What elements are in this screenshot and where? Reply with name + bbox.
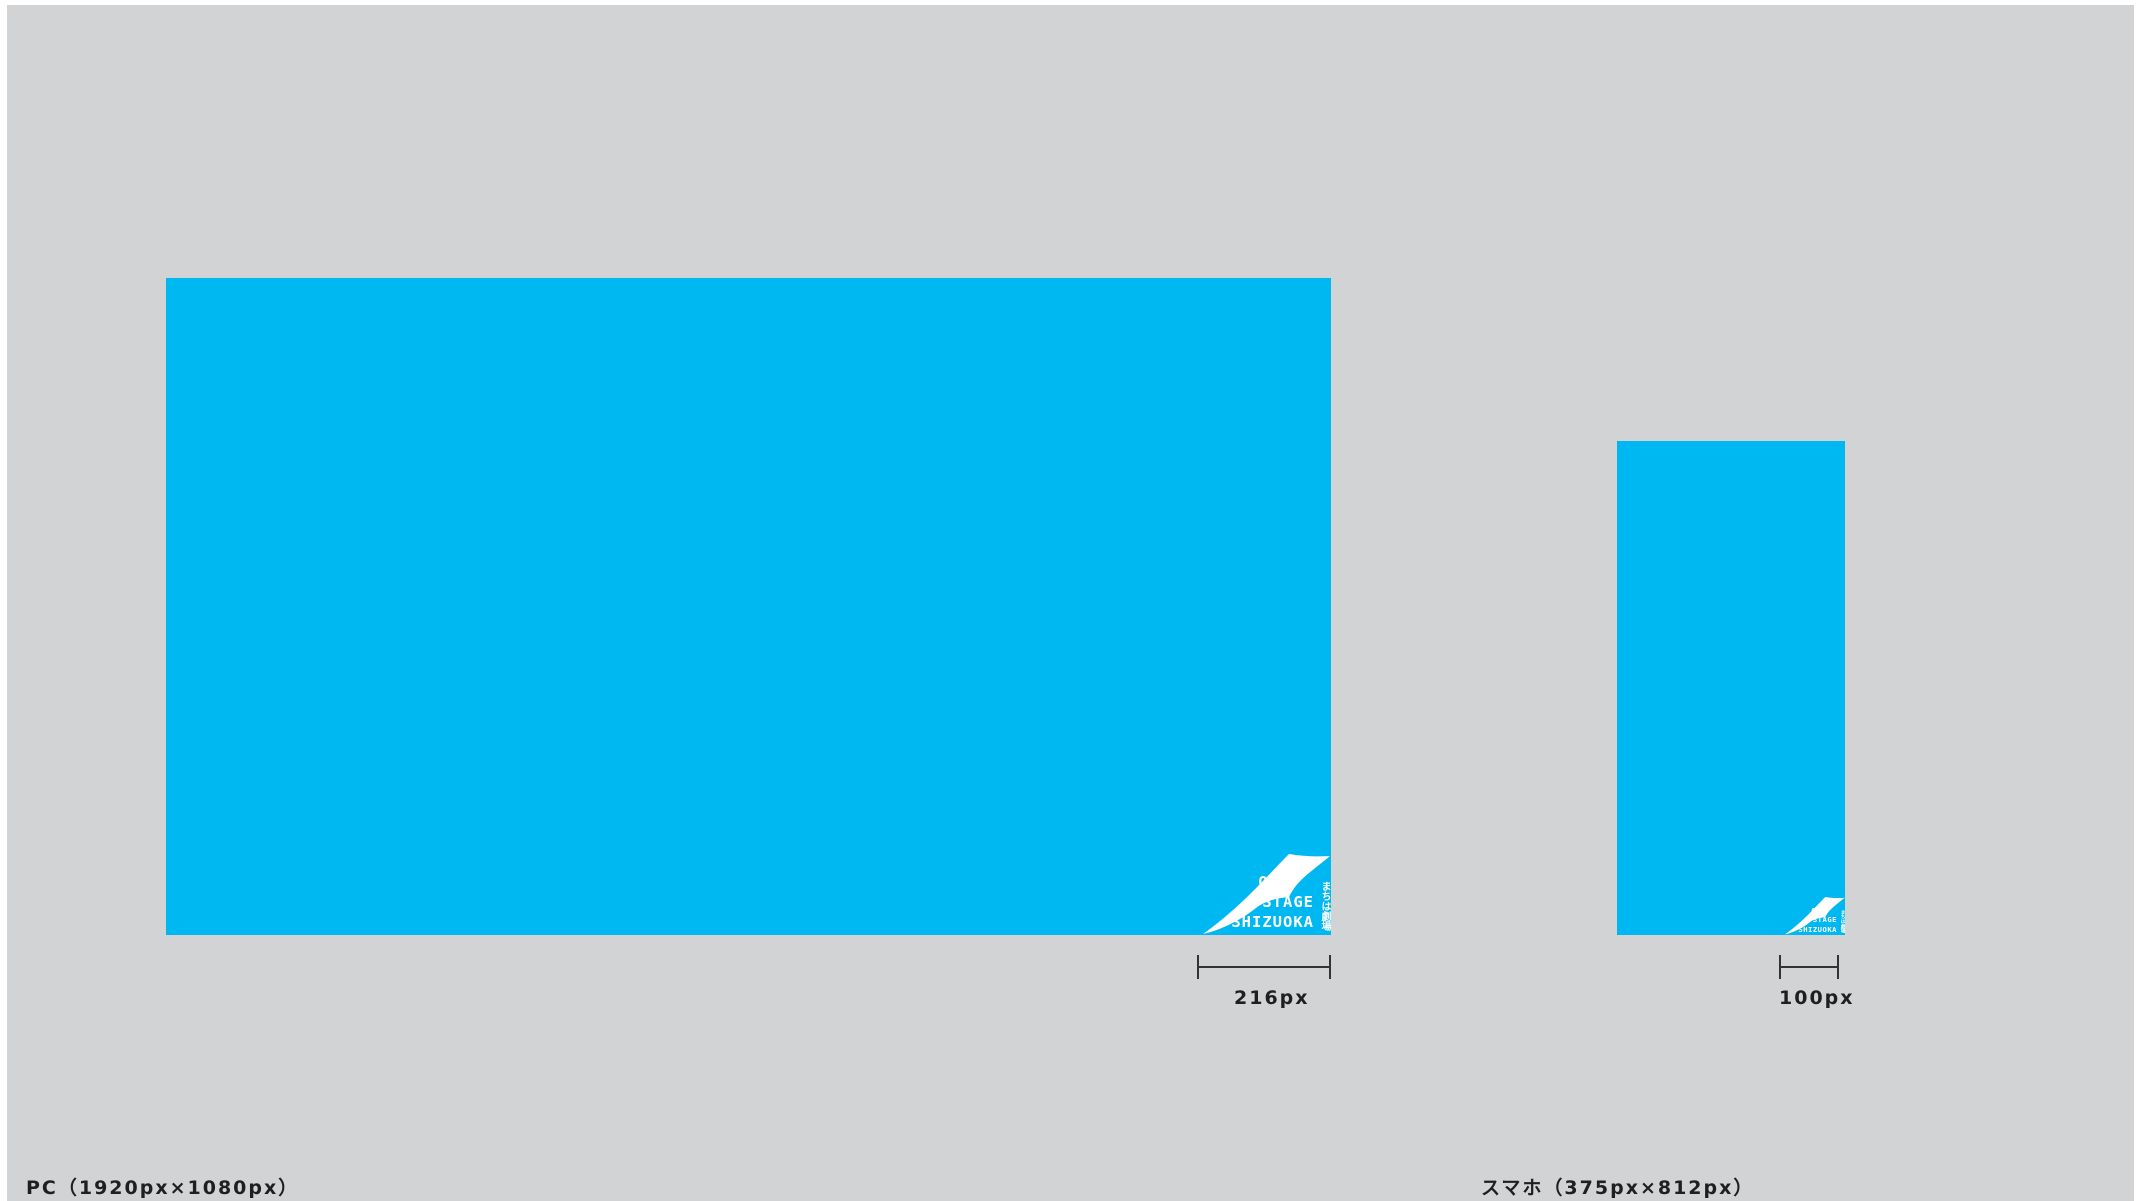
pc-screen-preview: ON STAGE SHIZUOKA まちは劇場 [166, 278, 1331, 935]
page-curl-icon [1203, 854, 1330, 934]
logo-tagline: まちは劇場 [1319, 881, 1330, 931]
layout-canvas: ON STAGE SHIZUOKA まちは劇場 ON STAGE SHIZUOK… [7, 5, 2134, 1201]
dimension-line [1779, 966, 1839, 968]
smartphone-caption: スマホ（375px×812px） [1481, 1177, 1755, 1199]
smartphone-logo-width-dimension [1779, 955, 1839, 979]
pc-logo-width-dimension [1197, 955, 1331, 979]
smartphone-screen-preview: ON STAGE SHIZUOKA まちは劇場 [1617, 441, 1845, 935]
logo-text-shizuoka: SHIZUOKA [1798, 924, 1837, 934]
pc-caption: PC（1920px×1080px） [26, 1177, 300, 1199]
on-stage-shizuoka-logo: ON STAGE SHIZUOKA まちは劇場 [1201, 852, 1331, 935]
dimension-tick [1329, 955, 1331, 979]
on-stage-shizuoka-logo: ON STAGE SHIZUOKA まちは劇場 [1784, 896, 1845, 935]
logo-text-stage: STAGE [1262, 892, 1314, 911]
logo-tagline: まちは劇場 [1840, 910, 1845, 933]
logo-text-on: ON [1258, 872, 1279, 891]
logo-text-on: ON [1811, 905, 1821, 915]
dimension-line [1197, 966, 1331, 968]
logo-text-shizuoka: SHIZUOKA [1231, 912, 1314, 931]
page-curl-icon [1784, 896, 1845, 935]
smartphone-logo-width-label: 100px [1779, 987, 1855, 1009]
dimension-tick [1837, 955, 1839, 979]
logo-text-stage: STAGE [1812, 914, 1837, 924]
pc-logo-width-label: 216px [1234, 987, 1310, 1009]
